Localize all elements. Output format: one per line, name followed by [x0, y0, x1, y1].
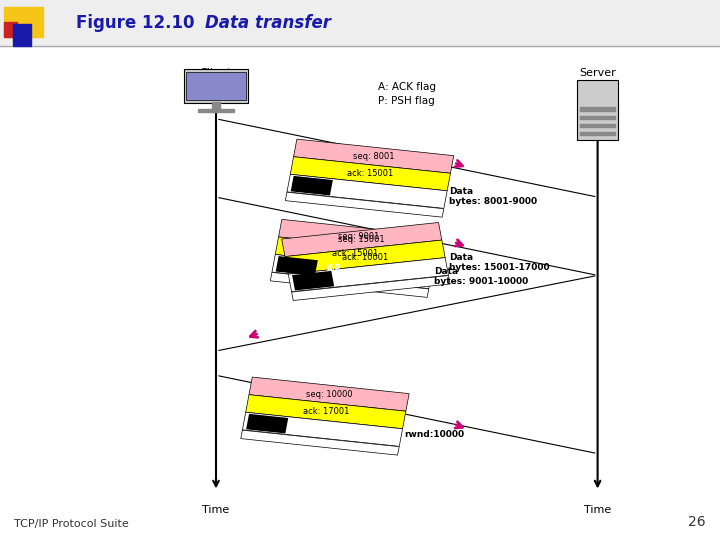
- Text: Data
bytes: 8001-9000: Data bytes: 8001-9000: [449, 187, 537, 206]
- FancyBboxPatch shape: [246, 395, 406, 429]
- Bar: [580, 116, 615, 119]
- Text: A|P: A|P: [342, 184, 356, 193]
- Text: rwnd:10000: rwnd:10000: [405, 430, 465, 439]
- Bar: [212, 102, 220, 109]
- Text: ack: 15001: ack: 15001: [347, 169, 394, 178]
- Text: A|P: A|P: [327, 265, 341, 273]
- Text: seq: 8001: seq: 8001: [353, 152, 395, 161]
- Text: Time: Time: [202, 505, 230, 515]
- Text: ack: 10001: ack: 10001: [342, 253, 388, 261]
- FancyBboxPatch shape: [577, 80, 618, 140]
- Bar: [0, 0, 720, 46]
- Text: A: A: [343, 273, 349, 282]
- Text: Data
bytes: 15001-17000: Data bytes: 15001-17000: [449, 253, 550, 272]
- FancyBboxPatch shape: [276, 256, 318, 276]
- FancyBboxPatch shape: [184, 69, 248, 103]
- FancyBboxPatch shape: [272, 254, 432, 288]
- Text: A: ACK flag
P: PSH flag: A: ACK flag P: PSH flag: [378, 82, 436, 106]
- Bar: [580, 107, 615, 111]
- Text: 26: 26: [688, 515, 706, 529]
- Text: ack: 17001: ack: 17001: [302, 407, 349, 416]
- Text: A: A: [297, 422, 303, 431]
- Bar: [198, 109, 234, 112]
- Text: seq: 15001: seq: 15001: [338, 235, 385, 244]
- Text: ack: 15001: ack: 15001: [332, 249, 379, 259]
- Text: TCP/IP Protocol Suite: TCP/IP Protocol Suite: [14, 519, 129, 529]
- Bar: [4, 7, 43, 37]
- Text: Server: Server: [579, 68, 616, 78]
- FancyBboxPatch shape: [282, 222, 442, 256]
- Text: seq: 10000: seq: 10000: [306, 390, 352, 399]
- FancyBboxPatch shape: [270, 272, 428, 298]
- FancyBboxPatch shape: [243, 412, 402, 447]
- FancyBboxPatch shape: [240, 430, 399, 455]
- FancyBboxPatch shape: [285, 240, 445, 274]
- Text: seq: 9001: seq: 9001: [338, 232, 379, 241]
- Bar: [580, 132, 615, 135]
- FancyBboxPatch shape: [246, 414, 288, 434]
- Text: Time: Time: [584, 505, 611, 515]
- FancyBboxPatch shape: [292, 275, 450, 301]
- Text: Data
bytes: 9001-10000: Data bytes: 9001-10000: [434, 267, 528, 286]
- FancyBboxPatch shape: [291, 176, 333, 195]
- FancyBboxPatch shape: [285, 192, 444, 217]
- FancyBboxPatch shape: [249, 377, 409, 411]
- FancyBboxPatch shape: [275, 237, 436, 271]
- FancyBboxPatch shape: [279, 219, 438, 253]
- Text: Figure 12.10: Figure 12.10: [76, 14, 194, 32]
- FancyBboxPatch shape: [290, 157, 451, 191]
- FancyBboxPatch shape: [186, 72, 246, 100]
- FancyBboxPatch shape: [287, 174, 447, 208]
- Bar: [4, 22, 17, 37]
- FancyBboxPatch shape: [294, 139, 454, 173]
- Text: Data transfer: Data transfer: [205, 14, 331, 32]
- Text: Client: Client: [200, 68, 232, 78]
- Bar: [13, 24, 31, 46]
- FancyBboxPatch shape: [288, 258, 449, 292]
- FancyBboxPatch shape: [292, 271, 334, 291]
- Bar: [580, 124, 615, 127]
